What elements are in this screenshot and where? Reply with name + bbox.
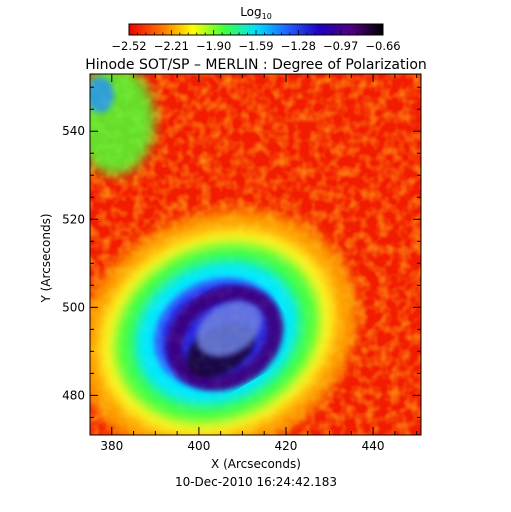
x-axis: 380 400 420 440 — [89, 74, 418, 453]
x-axis-label: X (Arcseconds) — [211, 457, 301, 471]
y-axis: 480 500 520 540 — [62, 86, 421, 418]
colorbar-tick-label: −1.59 — [238, 39, 273, 53]
colorbar-tick-label: −1.90 — [196, 39, 231, 53]
plot-frame — [89, 73, 422, 436]
spot-texture — [90, 74, 421, 435]
colorbar-tick-label: −2.52 — [111, 39, 146, 53]
colorbar-ticks — [128, 30, 384, 35]
timestamp: 10-Dec-2010 16:24:42.183 — [175, 475, 337, 489]
colorbar-tick-labels: −2.52 −2.21 −1.90 −1.59 −1.28 −0.97 −0.66 — [111, 39, 400, 53]
x-tick-label: 400 — [187, 439, 210, 453]
x-tick-label: 440 — [362, 439, 385, 453]
y-tick-label: 540 — [62, 124, 85, 138]
y-tick-label: 480 — [62, 388, 85, 402]
colorbar-tick-label: −0.66 — [365, 39, 400, 53]
colorbar: Log10 −2.52 −2.21 −1.90 −1.59 −1.28 −0.97 −0.6… — [111, 5, 400, 53]
y-tick-label: 520 — [62, 212, 85, 226]
colorbar-tick-label: −1.28 — [281, 39, 316, 53]
heatmap-image — [90, 74, 421, 435]
x-tick-label: 420 — [275, 439, 298, 453]
x-tick-label: 380 — [100, 439, 123, 453]
colorbar-tick-label: −2.21 — [154, 39, 189, 53]
colorbar-label: Log10 — [240, 5, 272, 21]
colorbar-tick-label: −0.97 — [323, 39, 358, 53]
y-axis-label: Y (Arcseconds) — [39, 213, 53, 303]
chart-title: Hinode SOT/SP – MERLIN : Degree of Polar… — [85, 57, 427, 73]
y-tick-label: 500 — [62, 300, 85, 314]
